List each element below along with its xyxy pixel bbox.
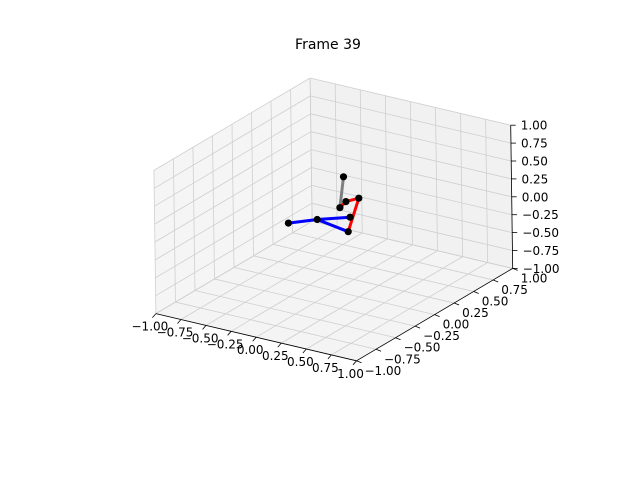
x-tick bbox=[202, 325, 207, 330]
limb-segment bbox=[346, 196, 361, 234]
y-tick bbox=[434, 314, 440, 317]
y-tick-label: 0.50 bbox=[482, 295, 509, 309]
x-tick bbox=[277, 342, 282, 348]
limb-segment bbox=[315, 215, 352, 221]
tick-marks bbox=[152, 124, 518, 366]
x-tick bbox=[152, 313, 157, 318]
y-tick-label: −0.75 bbox=[384, 352, 421, 366]
joint-point bbox=[336, 204, 344, 212]
limb-segment bbox=[338, 175, 345, 210]
z-tick-label: 0.75 bbox=[521, 137, 548, 151]
z-tick-label: 0.50 bbox=[521, 155, 548, 169]
z-tick-label: −0.25 bbox=[522, 208, 559, 222]
x-tick bbox=[327, 354, 332, 360]
y-tick-label: −1.00 bbox=[365, 364, 402, 378]
y-tick bbox=[375, 348, 382, 352]
x-tick bbox=[177, 319, 182, 324]
y-tick-label: 0.75 bbox=[501, 283, 528, 297]
grid-left-y bbox=[270, 101, 274, 245]
joint-point bbox=[284, 219, 292, 227]
y-tick-label: 0.00 bbox=[443, 318, 470, 332]
z-tick-label: 1.00 bbox=[521, 119, 548, 133]
x-tick bbox=[252, 336, 257, 342]
y-tick bbox=[395, 337, 401, 341]
joint-point bbox=[344, 228, 352, 236]
x-tick bbox=[302, 348, 307, 354]
y-tick bbox=[356, 360, 362, 364]
x-tick-label: 1.00 bbox=[337, 367, 364, 381]
x-tick-label: −0.75 bbox=[157, 326, 194, 340]
x-tick-label: 0.00 bbox=[237, 343, 264, 357]
z-tick-label: 0.00 bbox=[522, 190, 549, 204]
limb-segment bbox=[286, 218, 319, 225]
grid-back-z bbox=[310, 95, 512, 144]
chart-title: Frame 39 bbox=[295, 37, 361, 53]
grid-left-z bbox=[153, 77, 311, 171]
z-tick-label: 0.25 bbox=[522, 172, 549, 186]
grid-left-z bbox=[154, 131, 312, 225]
y-tick bbox=[473, 291, 479, 294]
x-tick bbox=[227, 331, 232, 336]
joint-point bbox=[355, 194, 363, 202]
y-tick-label: 1.00 bbox=[521, 271, 548, 285]
joint-point bbox=[339, 173, 348, 181]
y-tick bbox=[453, 302, 460, 306]
grid-floor-y bbox=[272, 243, 474, 292]
x-tick-label: −0.50 bbox=[182, 331, 219, 345]
grid-floor-y bbox=[253, 255, 455, 304]
y-tick-label: 0.25 bbox=[462, 306, 489, 320]
x-tick-label: 0.25 bbox=[262, 349, 289, 363]
grid-left-y bbox=[251, 112, 254, 256]
grid-back-z bbox=[310, 113, 512, 162]
joint-point bbox=[342, 198, 350, 206]
joint-point bbox=[346, 213, 354, 221]
grid-back-z bbox=[310, 77, 511, 126]
grid-back-z bbox=[310, 131, 512, 180]
y-tick-label: −0.50 bbox=[404, 341, 441, 355]
grid-back-z bbox=[311, 149, 512, 198]
skeleton-plot bbox=[284, 173, 363, 236]
joint-point bbox=[313, 215, 321, 224]
x-tick-label: −1.00 bbox=[132, 320, 169, 334]
x-tick-label: 0.50 bbox=[287, 355, 314, 369]
z-tick-label: −0.75 bbox=[523, 244, 560, 258]
z-tick-label: −1.00 bbox=[523, 262, 560, 276]
grid-left-z bbox=[154, 149, 312, 243]
grid-floor-x bbox=[331, 262, 488, 356]
tick-labels: −1.00−0.75−0.50−0.250.000.250.500.751.00… bbox=[132, 119, 560, 381]
x-tick-label: 0.75 bbox=[312, 361, 339, 375]
x-tick-label: −0.25 bbox=[207, 337, 244, 351]
grid-left-y bbox=[309, 77, 313, 222]
grid-back-x bbox=[460, 113, 463, 257]
x-tick bbox=[352, 360, 357, 366]
grid-back-x bbox=[485, 119, 489, 263]
grid-left-z bbox=[154, 113, 311, 207]
z-tick-label: −0.50 bbox=[522, 226, 559, 240]
grid-left-y bbox=[290, 89, 293, 233]
grid-left-z bbox=[153, 95, 311, 189]
grid-floor-y bbox=[292, 232, 494, 281]
y-tick bbox=[493, 279, 499, 283]
limb-segment bbox=[315, 218, 350, 234]
y-tick bbox=[414, 325, 421, 329]
y-axis-line bbox=[356, 268, 513, 362]
grid-floor-x bbox=[281, 250, 438, 344]
grid-floor-y bbox=[233, 267, 435, 315]
grid-back-x bbox=[435, 107, 438, 251]
grid-floor-x bbox=[306, 256, 463, 350]
y-tick-label: −0.25 bbox=[423, 329, 460, 343]
